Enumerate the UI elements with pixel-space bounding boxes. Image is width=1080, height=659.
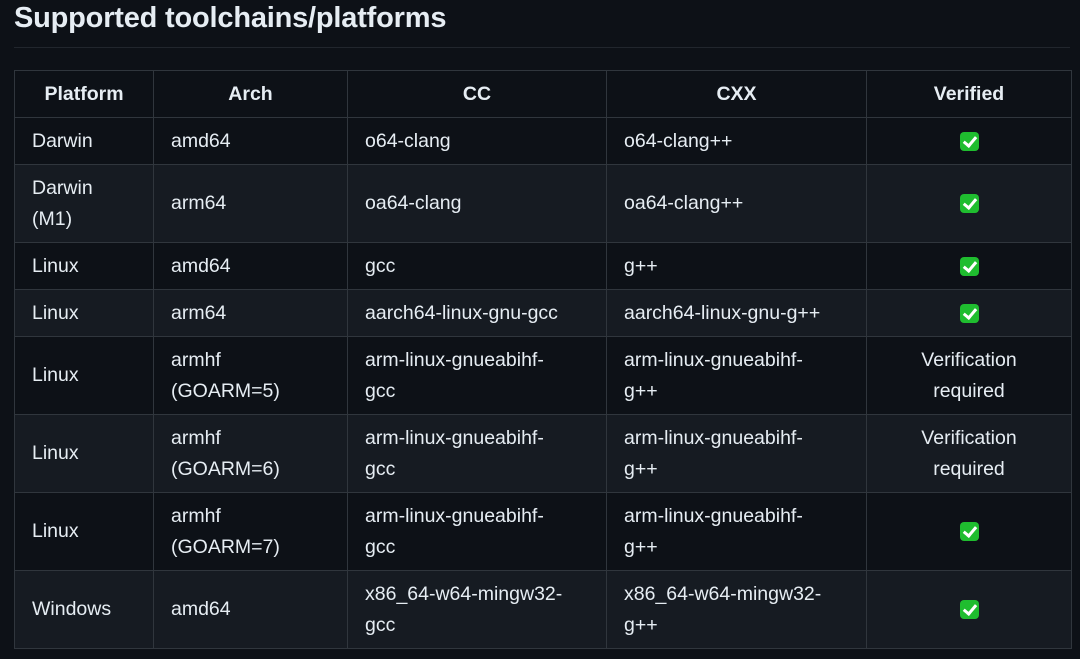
cell-arch: amd64 [153,242,348,290]
cell-verified: Verification required [866,336,1072,415]
cell-arch: amd64 [153,570,348,649]
cell-platform: Windows [14,570,154,649]
cell-verified [866,289,1072,337]
cell-arch: arm64 [153,164,348,243]
table-row: Linux armhf (GOARM=6) arm-linux-gnueabihf-g… [14,414,1072,493]
toolchains-table: Platform Arch CC CXX Verified Darwin amd6… [14,70,1072,649]
table-row: Linux armhf (GOARM=5) arm-linux-gnueabihf-g… [14,336,1072,415]
cxx-text: arm-linux-gnueabihf-g++ [624,348,803,402]
arch-text: amd64 [171,598,231,620]
cell-arch: armhf (GOARM=7) [153,492,348,571]
arch-text: amd64 [171,129,231,152]
cxx-text: arm-linux-gnueabihf-g++ [624,426,803,480]
table-row: Darwin amd64 o64-clang o64-clang++ [14,117,1072,165]
cell-cc: arm-linux-gnueabihf-gcc [347,336,607,415]
cell-cc: arm-linux-gnueabihf-gcc [347,492,607,571]
platform-text: Windows [32,598,112,620]
cxx-text: o64-clang++ [624,129,733,152]
cell-platform: Linux [14,414,154,493]
cell-arch: armhf (GOARM=6) [153,414,348,493]
table-row: Linux amd64 gcc g++ [14,242,1072,290]
cell-verified [866,570,1072,649]
cell-arch: amd64 [153,117,348,165]
cell-platform: Linux [14,492,154,571]
cxx-text: oa64-clang++ [624,192,744,214]
cell-cc: oa64-clang [347,164,607,243]
cell-platform: Linux [14,289,154,337]
cc-text: oa64-clang [365,192,462,214]
cell-platform: Linux [14,336,154,415]
cell-verified [866,242,1072,290]
cxx-text: aarch64-linux-gnu-g++ [624,301,821,324]
cell-cxx: oa64-clang++ [606,164,867,243]
platform-text: Linux [32,254,79,277]
check-icon [959,522,979,542]
cc-text: x86_64-w64-mingw32- gcc [365,582,563,636]
verified-text: Verification required [921,348,1017,402]
cell-cc: arm-linux-gnueabihf-gcc [347,414,607,493]
heading-divider [14,47,1070,48]
cell-cxx: arm-linux-gnueabihf-g++ [606,414,867,493]
header-platform: Platform [14,70,154,118]
check-icon [959,303,979,323]
cell-platform: Darwin (M1) [14,164,154,243]
arch-text: armhf (GOARM=7) [171,504,280,558]
cxx-text: x86_64-w64-mingw32- g++ [624,582,822,636]
cell-verified [866,492,1072,571]
cell-platform: Linux [14,242,154,290]
cc-text: arm-linux-gnueabihf-gcc [365,426,544,480]
check-icon [959,131,979,151]
cell-cc: o64-clang [347,117,607,165]
cell-platform: Darwin [14,117,154,165]
arch-text: armhf (GOARM=6) [171,426,280,480]
platform-text: Linux [32,364,79,386]
cell-arch: armhf (GOARM=5) [153,336,348,415]
cell-cxx: arm-linux-gnueabihf-g++ [606,336,867,415]
cell-cxx: arm-linux-gnueabihf-g++ [606,492,867,571]
platform-text: Linux [32,301,79,324]
cell-verified [866,117,1072,165]
arch-text: arm64 [171,192,227,214]
verified-text: Verification required [921,426,1017,480]
cell-verified: Verification required [866,414,1072,493]
table-row: Darwin (M1) arm64 oa64-clang oa64-clang++ [14,164,1072,243]
header-arch: Arch [153,70,348,118]
cell-cc: aarch64-linux-gnu-gcc [347,289,607,337]
platform-text: Linux [32,520,79,542]
arch-text: amd64 [171,254,231,277]
platform-text: Linux [32,442,79,464]
table-header-row: Platform Arch CC CXX Verified [14,70,1072,118]
cell-arch: arm64 [153,289,348,337]
table-row: Linux arm64 aarch64-linux-gnu-gcc aarch64-l… [14,289,1072,337]
arch-text: arm64 [171,301,227,324]
cell-cxx: aarch64-linux-gnu-g++ [606,289,867,337]
cell-verified [866,164,1072,243]
cell-cxx: o64-clang++ [606,117,867,165]
cc-text: gcc [365,254,396,277]
header-cc: CC [347,70,607,118]
cell-cxx: g++ [606,242,867,290]
check-icon [959,194,979,214]
section-heading: Supported toolchains/platforms [14,2,447,34]
header-cxx: CXX [606,70,867,118]
table-row: Windows amd64 x86_64-w64-mingw32- gcc x86_64… [14,570,1072,649]
platform-text: Darwin [32,129,93,152]
check-icon [959,256,979,276]
check-icon [959,600,979,620]
header-verified: Verified [866,70,1072,118]
cc-text: o64-clang [365,129,451,152]
cc-text: aarch64-linux-gnu-gcc [365,301,558,324]
cell-cc: x86_64-w64-mingw32- gcc [347,570,607,649]
cxx-text: arm-linux-gnueabihf-g++ [624,504,803,558]
cc-text: arm-linux-gnueabihf-gcc [365,348,544,402]
arch-text: armhf (GOARM=5) [171,348,280,402]
cxx-text: g++ [624,254,658,277]
cc-text: arm-linux-gnueabihf-gcc [365,504,544,558]
table-row: Linux armhf (GOARM=7) arm-linux-gnueabihf-g… [14,492,1072,571]
platform-text: Darwin (M1) [32,176,93,230]
cell-cxx: x86_64-w64-mingw32- g++ [606,570,867,649]
cell-cc: gcc [347,242,607,290]
